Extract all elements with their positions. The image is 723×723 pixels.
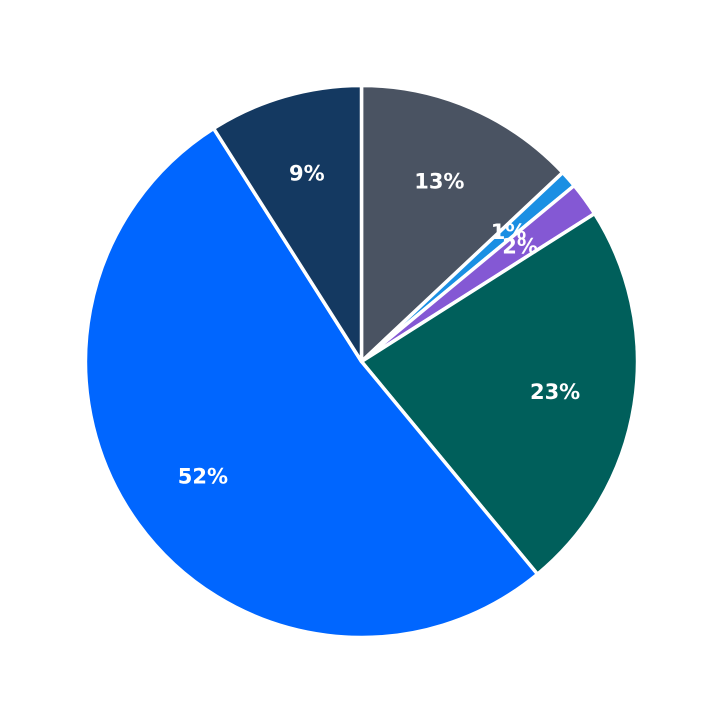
slice-label-2: 2% [502,234,538,258]
slice-label-4: 52% [178,465,228,489]
pie-slice-4 [83,126,540,640]
pie-slices [83,83,640,640]
pie-slice-0 [359,83,565,364]
slice-label-1: 1% [491,220,527,244]
pie-labels: 13% 1%2% 23% 52% 9% [178,161,580,488]
pie-slice-3 [359,211,640,576]
pie-slice-5 [211,83,364,364]
slice-label-5: 9% [289,161,325,185]
slice-label-3: 23% [530,380,580,404]
slice-label-0: 13% [414,170,464,194]
